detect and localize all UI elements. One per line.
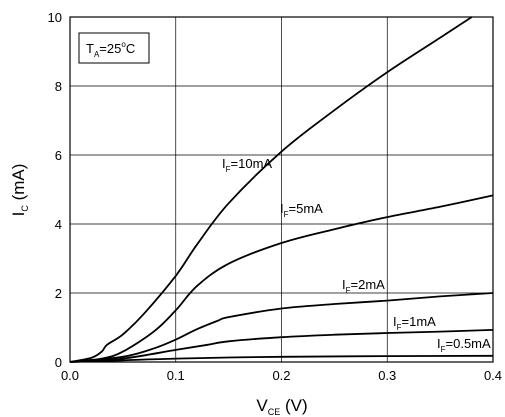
series-label-4: IF=1mA (393, 314, 436, 332)
condition-main: T (86, 41, 94, 56)
condition-box: TA=25oC (78, 32, 150, 64)
grid (69, 16, 494, 363)
x-axis-title-sub: CE (268, 407, 281, 417)
series-label-value: =5mA (289, 201, 324, 216)
condition-box-frame (78, 32, 150, 64)
series-label-value: =2mA (351, 277, 386, 292)
y-axis-title-main: I (9, 212, 28, 217)
x-tick-label: 0.4 (484, 368, 502, 383)
y-axis-title: IC (mA) (9, 164, 30, 217)
series-label-sub: F (284, 210, 289, 219)
series-line-4 (69, 329, 494, 363)
series-label-main: I (280, 201, 284, 216)
condition-text: TA=25oC (86, 40, 135, 59)
series-label-1: IF=10mA (222, 156, 272, 174)
series-label-sub: F (226, 165, 231, 174)
curves (69, 16, 494, 363)
series-label-sub: F (346, 286, 351, 295)
series-label-value: =1mA (402, 314, 437, 329)
y-axis-title-unit: (mA) (9, 164, 28, 206)
y-tick-label: 6 (55, 148, 62, 163)
condition-sub: A (94, 50, 100, 59)
plot-frame (69, 16, 494, 363)
series-label-value: =0.5mA (446, 336, 491, 351)
y-tick-label: 10 (48, 10, 62, 25)
series-label-main: I (222, 156, 226, 171)
series-line-2 (69, 194, 494, 363)
series-label-main: I (437, 336, 441, 351)
series-label-3: IF=2mA (342, 277, 385, 295)
x-tick-label: 0.1 (167, 368, 185, 383)
y-axis-title-sub: C (20, 205, 30, 212)
condition-unit: C (126, 41, 135, 56)
series-label-5: IF=0.5mA (437, 336, 491, 354)
x-tick-label: 0.2 (272, 368, 290, 383)
x-axis-title-unit: (V) (280, 396, 307, 415)
condition-value: =25 (99, 41, 121, 56)
series-label-main: I (342, 277, 346, 292)
x-axis-title: VCE (V) (256, 396, 307, 417)
x-axis-title-main: V (256, 396, 268, 415)
y-tick-label: 4 (55, 217, 62, 232)
x-tick-label: 0.3 (378, 368, 396, 383)
series-label-sub: F (441, 345, 446, 354)
condition-sup: o (121, 40, 126, 49)
y-tick-label: 8 (55, 79, 62, 94)
series-line-1 (69, 16, 473, 363)
series-label-value: =10mA (231, 156, 273, 171)
y-tick-label: 2 (55, 286, 62, 301)
y-tick-label: 0 (55, 355, 62, 370)
series-label-sub: F (397, 323, 402, 332)
x-tick-label: 0.0 (61, 368, 79, 383)
series-label-main: I (393, 314, 397, 329)
tick-labels: 0.0 0.1 0.2 0.3 0.4 0 2 4 6 8 10 (48, 10, 503, 383)
series-line-3 (69, 292, 494, 363)
series-line-5 (69, 354, 494, 363)
series-label-2: IF=5mA (280, 201, 323, 219)
